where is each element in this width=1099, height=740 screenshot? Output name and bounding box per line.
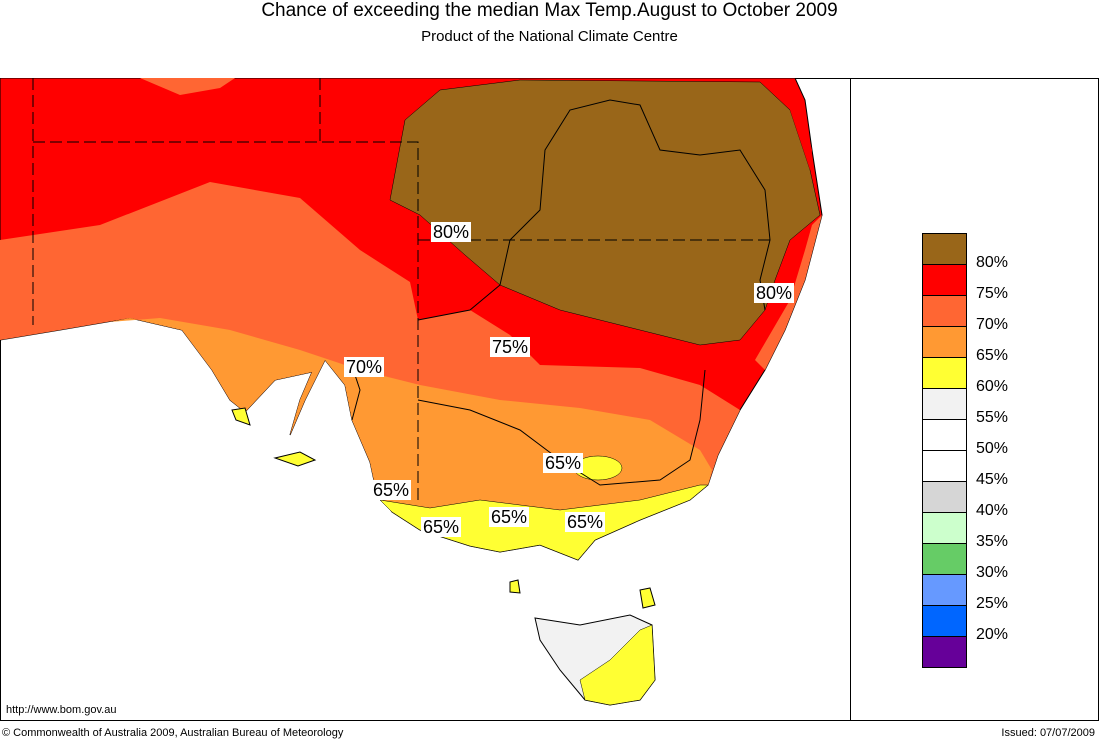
legend-label: 20% (976, 626, 1009, 643)
state-borders (32, 78, 770, 505)
issued-date: Issued: 07/07/2009 (1001, 727, 1095, 739)
legend (922, 233, 967, 668)
map-label: 65% (489, 507, 530, 527)
legend-label: 80% (976, 254, 1009, 271)
map-label: 65% (371, 480, 412, 500)
legend-swatch (922, 544, 967, 575)
legend-swatch (922, 637, 967, 668)
legend-label: 55% (976, 409, 1009, 426)
legend-swatch (922, 482, 967, 513)
copyright: © Commonwealth of Australia 2009, Austra… (2, 727, 344, 739)
legend-label: 25% (976, 595, 1009, 612)
map-label: 75% (490, 337, 531, 357)
map-label: 80% (431, 222, 472, 242)
legend-swatch (922, 513, 967, 544)
legend-swatch (922, 389, 967, 420)
legend-label: 30% (976, 564, 1009, 581)
legend-label: 45% (976, 471, 1009, 488)
legend-swatch (922, 575, 967, 606)
legend-swatch (922, 358, 967, 389)
region-60-65 (379, 484, 709, 561)
legend-label: 65% (976, 347, 1009, 364)
legend-label: 70% (976, 316, 1009, 333)
map-subtitle: Product of the National Climate Centre (421, 28, 678, 45)
legend-label: 75% (976, 285, 1009, 302)
map-label: 65% (543, 453, 584, 473)
region-65-70 (110, 318, 712, 560)
probability-map (0, 78, 823, 706)
legend-label: 60% (976, 378, 1009, 395)
legend-swatch (922, 327, 967, 358)
legend-swatch (922, 233, 967, 265)
legend-label: 35% (976, 533, 1009, 550)
map-label: 70% (344, 357, 385, 377)
legend-swatch (922, 296, 967, 327)
map-label: 80% (754, 283, 795, 303)
source-url: http://www.bom.gov.au (6, 704, 117, 716)
legend-swatch (922, 420, 967, 451)
legend-label: 50% (976, 440, 1009, 457)
map-title: Chance of exceeding the median Max Temp.… (261, 0, 838, 21)
legend-swatch (922, 451, 967, 482)
legend-swatch (922, 265, 967, 296)
legend-label: 40% (976, 502, 1009, 519)
legend-divider (850, 78, 851, 720)
map-label: 65% (421, 517, 462, 537)
map-label: 65% (565, 512, 606, 532)
legend-swatch (922, 606, 967, 637)
